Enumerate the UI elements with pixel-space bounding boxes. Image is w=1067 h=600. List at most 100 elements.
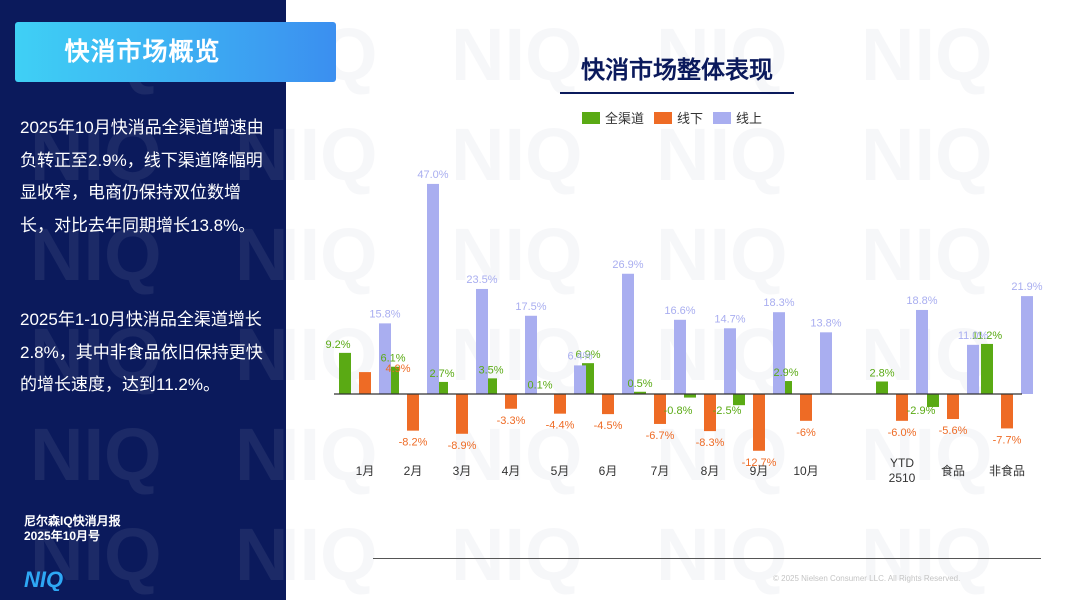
data-label-online-10: 13.8% <box>810 317 841 329</box>
data-label-offline-11: -6.0% <box>888 427 917 439</box>
bar-all-channel-13 <box>981 343 993 394</box>
data-label-offline-5: -4.4% <box>546 420 575 432</box>
data-label-online-3: 23.5% <box>466 274 497 286</box>
legend-item-offline: 线下 <box>654 108 703 127</box>
left-watermark-text-5-1: NIQ <box>235 513 286 596</box>
bar-online-3 <box>476 288 488 394</box>
chart-title-underline <box>560 92 794 94</box>
category-label-1: 1月 <box>356 464 375 478</box>
bar-offline-4 <box>505 394 517 409</box>
data-label-online-6: 26.9% <box>612 259 643 271</box>
left-watermark-text-4-0: NIQ <box>30 413 162 496</box>
data-label-online-7: 16.6% <box>664 305 695 317</box>
left-watermark-text-2-0: NIQ <box>30 213 162 296</box>
legend-swatch-offline <box>654 111 673 124</box>
section-title: 快消市场概览 <box>64 38 221 66</box>
bottom-rule <box>373 558 1041 559</box>
left-watermark-text-1-0: NIQ <box>30 113 162 196</box>
data-label-online-11: 18.8% <box>906 295 937 307</box>
chart-title: 快消市场整体表现 <box>581 57 773 84</box>
bar-online-11 <box>916 309 928 394</box>
bar-offline-5 <box>554 394 566 414</box>
report-name-line-2: 2025年10月号 <box>24 529 101 543</box>
legend-label-offline: 线下 <box>677 111 704 126</box>
copyright-text: © 2025 Nielsen Consumer LLC. All Rights … <box>773 574 961 583</box>
legend-label-all-channel: 全渠道 <box>605 111 645 126</box>
data-label-offline-3: -8.9% <box>448 440 477 452</box>
data-label-all-channel-11: 2.8% <box>869 367 894 379</box>
data-label-all-channel-8: -0.8% <box>664 405 693 417</box>
summary-paragraph-1: 2025年10月快消品全渠道增速由负转正至2.9%，线下渠道降幅明显收窄，电商仍… <box>20 118 264 235</box>
data-label-offline-7: -6.7% <box>646 430 675 442</box>
data-label-offline-13: -7.7% <box>993 434 1022 446</box>
data-label-offline-1: 4.9% <box>385 363 410 375</box>
data-label-all-channel-2: 6.1% <box>380 353 405 365</box>
left-watermark-text-4-1: NIQ <box>235 413 286 496</box>
category-label-10: 10月 <box>793 464 818 478</box>
data-label-online-12: 11.0% <box>958 330 989 342</box>
bar-offline-11 <box>896 394 908 421</box>
data-label-online-8: 14.7% <box>714 313 745 325</box>
data-label-all-channel-10: 2.9% <box>773 367 798 379</box>
bar-online-4 <box>525 315 537 394</box>
legend-item-all-channel: 全渠道 <box>582 108 644 127</box>
data-label-offline-12: -5.6% <box>939 425 968 437</box>
bar-offline-12 <box>947 394 959 420</box>
bar-online-13 <box>1021 296 1033 394</box>
bar-all-channel-9 <box>733 394 745 406</box>
bar-offline-9 <box>753 394 765 451</box>
bar-offline-13 <box>1001 394 1013 429</box>
category-label-6: 6月 <box>599 464 618 478</box>
bar-online-7 <box>674 319 686 394</box>
data-label-online-9: 18.3% <box>763 297 794 309</box>
bar-all-channel-8 <box>684 394 696 398</box>
bar-offline-6 <box>602 394 614 415</box>
data-label-online-4: 17.5% <box>515 301 546 313</box>
category-label-3: 3月 <box>453 464 472 478</box>
category-label-12: 食品 <box>941 463 965 478</box>
bar-online-12 <box>967 344 979 394</box>
bar-offline-1 <box>359 372 371 394</box>
data-label-all-channel-9: -2.5% <box>713 405 742 417</box>
data-label-online-1: 15.8% <box>369 308 400 320</box>
bar-online-5 <box>574 365 586 394</box>
data-label-all-channel-7: 0.5% <box>627 378 652 390</box>
left-watermark-text-3-1: NIQ <box>235 313 286 396</box>
data-label-all-channel-3: 2.7% <box>429 368 454 380</box>
bar-all-channel-1 <box>339 352 351 394</box>
data-label-all-channel-4: 3.5% <box>478 364 503 376</box>
data-label-offline-10: -6% <box>796 427 816 439</box>
data-label-all-channel-13: 11.2% <box>972 330 1003 342</box>
section-title-box: 快消市场概览 <box>15 22 336 82</box>
category-label-13: 非食品 <box>989 463 1025 478</box>
bar-offline-8 <box>704 394 716 432</box>
bar-online-6 <box>622 273 634 394</box>
data-label-all-channel-5: 0.1% <box>527 380 552 392</box>
left-watermark-text-2-1: NIQ <box>235 213 286 296</box>
data-label-all-channel-6: 6.9% <box>575 349 600 361</box>
category-label-8: 8月 <box>701 464 720 478</box>
category-label-9: 9月 <box>750 464 769 478</box>
category-label-5: 5月 <box>551 464 570 478</box>
bar-online-1 <box>379 323 391 394</box>
data-label-all-channel-1: 9.2% <box>325 339 350 351</box>
legend-label-online: 线上 <box>736 111 763 126</box>
legend-swatch-online <box>713 111 732 124</box>
data-label-online-5: 6.4% <box>567 350 592 362</box>
bar-all-channel-7 <box>634 391 646 394</box>
bar-online-10 <box>820 332 832 394</box>
bar-offline-2 <box>407 394 419 431</box>
bar-all-channel-11 <box>876 381 888 394</box>
bar-offline-10 <box>800 394 812 421</box>
niq-logo: NIQ <box>24 567 63 591</box>
category-label-11: YTD 2510 <box>889 456 916 485</box>
category-label-2: 2月 <box>404 464 423 478</box>
bar-online-9 <box>773 312 785 394</box>
data-label-offline-8: -8.3% <box>696 437 725 449</box>
bar-offline-7 <box>654 394 666 424</box>
data-label-all-channel-12: -2.9% <box>907 405 936 417</box>
report-name: 尼尔森IQ快消月报 2025年10月号 <box>24 514 121 544</box>
bar-all-channel-12 <box>927 394 939 407</box>
bar-online-2 <box>427 183 439 394</box>
